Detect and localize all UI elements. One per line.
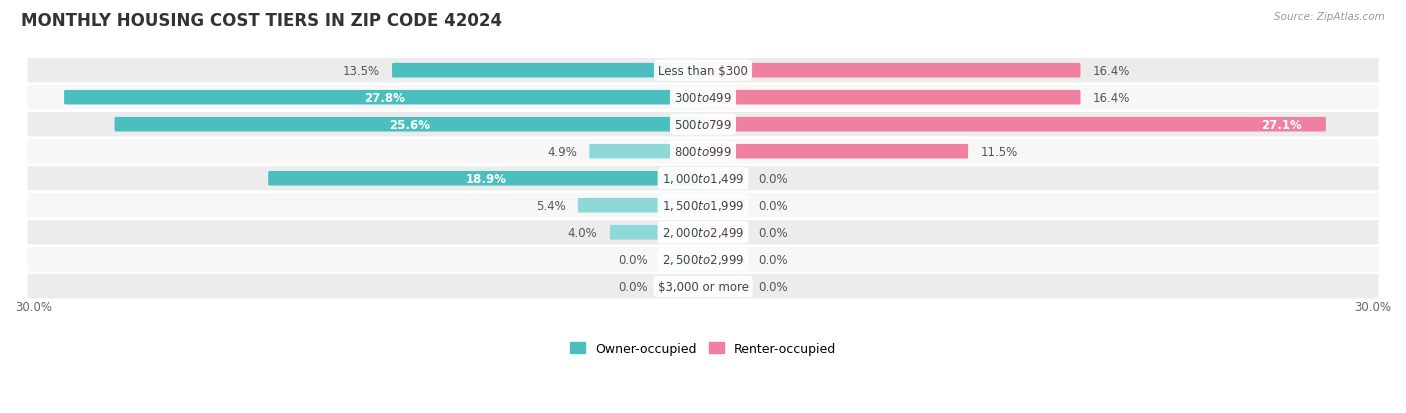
Text: $800 to $999: $800 to $999	[673, 145, 733, 158]
Text: $1,000 to $1,499: $1,000 to $1,499	[662, 172, 744, 186]
Text: 0.0%: 0.0%	[758, 280, 787, 293]
Legend: Owner-occupied, Renter-occupied: Owner-occupied, Renter-occupied	[565, 337, 841, 360]
Text: 13.5%: 13.5%	[343, 64, 380, 78]
Text: 0.0%: 0.0%	[758, 226, 787, 239]
Text: $300 to $499: $300 to $499	[673, 91, 733, 104]
FancyBboxPatch shape	[27, 140, 1379, 164]
FancyBboxPatch shape	[702, 118, 1326, 132]
FancyBboxPatch shape	[27, 221, 1379, 245]
FancyBboxPatch shape	[702, 252, 745, 267]
FancyBboxPatch shape	[702, 225, 745, 240]
Text: $3,000 or more: $3,000 or more	[658, 280, 748, 293]
FancyBboxPatch shape	[702, 91, 1080, 105]
FancyBboxPatch shape	[702, 64, 1080, 78]
Text: $2,500 to $2,999: $2,500 to $2,999	[662, 253, 744, 267]
Text: 30.0%: 30.0%	[15, 300, 52, 313]
Text: 25.6%: 25.6%	[389, 119, 430, 131]
FancyBboxPatch shape	[702, 279, 745, 294]
FancyBboxPatch shape	[392, 64, 704, 78]
FancyBboxPatch shape	[27, 86, 1379, 110]
Text: 4.0%: 4.0%	[568, 226, 598, 239]
FancyBboxPatch shape	[589, 145, 704, 159]
FancyBboxPatch shape	[27, 194, 1379, 218]
FancyBboxPatch shape	[269, 171, 704, 186]
Text: 0.0%: 0.0%	[619, 280, 648, 293]
Text: 0.0%: 0.0%	[758, 253, 787, 266]
Text: $1,500 to $1,999: $1,500 to $1,999	[662, 199, 744, 213]
Text: 16.4%: 16.4%	[1092, 91, 1130, 104]
FancyBboxPatch shape	[702, 199, 745, 213]
FancyBboxPatch shape	[27, 113, 1379, 137]
Text: 30.0%: 30.0%	[1354, 300, 1391, 313]
Text: 4.9%: 4.9%	[547, 145, 576, 158]
FancyBboxPatch shape	[114, 118, 704, 132]
Text: 5.4%: 5.4%	[536, 199, 565, 212]
Text: $2,000 to $2,499: $2,000 to $2,499	[662, 226, 744, 240]
FancyBboxPatch shape	[661, 279, 704, 294]
Text: 27.8%: 27.8%	[364, 91, 405, 104]
FancyBboxPatch shape	[661, 252, 704, 267]
Text: MONTHLY HOUSING COST TIERS IN ZIP CODE 42024: MONTHLY HOUSING COST TIERS IN ZIP CODE 4…	[21, 12, 502, 30]
Text: 27.1%: 27.1%	[1261, 119, 1302, 131]
Text: 0.0%: 0.0%	[619, 253, 648, 266]
FancyBboxPatch shape	[27, 59, 1379, 83]
Text: 0.0%: 0.0%	[758, 172, 787, 185]
Text: Source: ZipAtlas.com: Source: ZipAtlas.com	[1274, 12, 1385, 22]
Text: $500 to $799: $500 to $799	[673, 119, 733, 131]
FancyBboxPatch shape	[65, 91, 704, 105]
FancyBboxPatch shape	[578, 199, 704, 213]
Text: 11.5%: 11.5%	[980, 145, 1018, 158]
Text: 16.4%: 16.4%	[1092, 64, 1130, 78]
FancyBboxPatch shape	[610, 225, 704, 240]
Text: Less than $300: Less than $300	[658, 64, 748, 78]
FancyBboxPatch shape	[702, 171, 745, 186]
FancyBboxPatch shape	[27, 247, 1379, 272]
FancyBboxPatch shape	[27, 167, 1379, 191]
FancyBboxPatch shape	[27, 275, 1379, 299]
FancyBboxPatch shape	[702, 145, 969, 159]
Text: 18.9%: 18.9%	[465, 172, 506, 185]
Text: 0.0%: 0.0%	[758, 199, 787, 212]
